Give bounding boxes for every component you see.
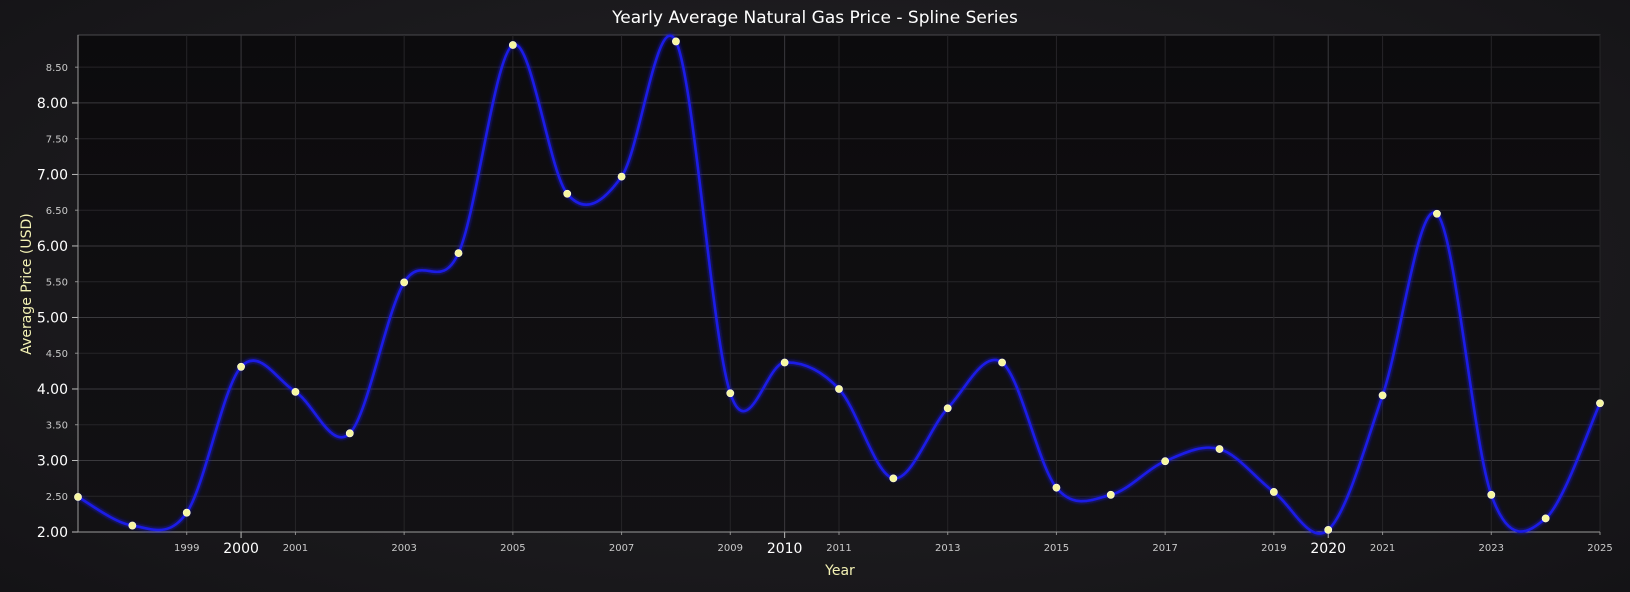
data-point bbox=[291, 387, 300, 396]
data-point bbox=[1541, 514, 1550, 523]
data-point bbox=[1106, 490, 1115, 499]
data-point bbox=[1378, 391, 1387, 400]
y-tick-label-minor: 6.50 bbox=[46, 206, 68, 217]
data-point bbox=[835, 385, 843, 393]
x-tick-label-minor: 2003 bbox=[391, 543, 416, 554]
y-tick-label-minor: 7.50 bbox=[46, 135, 68, 146]
x-axis-title: Year bbox=[824, 563, 855, 579]
data-point bbox=[1487, 490, 1496, 499]
x-tick-label-minor: 2005 bbox=[500, 543, 525, 554]
data-point bbox=[1433, 209, 1441, 218]
x-tick-label-minor: 2021 bbox=[1370, 543, 1395, 554]
data-point bbox=[1052, 483, 1061, 492]
data-point bbox=[1324, 525, 1333, 534]
x-tick-label-minor: 2009 bbox=[718, 543, 743, 554]
x-tick-label-minor: 2013 bbox=[935, 543, 960, 554]
y-tick-label-minor: 3.50 bbox=[46, 421, 68, 432]
data-point bbox=[726, 389, 735, 398]
data-point bbox=[780, 358, 789, 367]
y-axis-title: Average Price (USD) bbox=[19, 213, 35, 354]
x-tick-label-minor: 2025 bbox=[1587, 543, 1612, 554]
data-point bbox=[454, 249, 463, 258]
x-tick-label: 2020 bbox=[1310, 541, 1346, 557]
data-point bbox=[617, 172, 626, 181]
y-tick-label: 6.00 bbox=[37, 239, 68, 255]
data-point bbox=[74, 493, 82, 501]
data-point bbox=[508, 41, 517, 49]
y-tick-label: 4.00 bbox=[37, 382, 68, 398]
data-point bbox=[1215, 445, 1224, 453]
x-tick-label-minor: 2017 bbox=[1152, 543, 1177, 554]
data-point bbox=[672, 37, 680, 46]
data-point bbox=[1269, 488, 1278, 496]
y-tick-label-minor: 4.50 bbox=[46, 349, 68, 360]
y-tick-label: 2.00 bbox=[37, 525, 68, 541]
data-point bbox=[128, 521, 137, 530]
x-tick-label: 2010 bbox=[767, 541, 803, 557]
y-tick-label: 8.00 bbox=[37, 96, 68, 112]
data-point bbox=[345, 429, 354, 438]
data-point bbox=[998, 358, 1006, 367]
y-tick-label-minor: 5.50 bbox=[46, 278, 68, 289]
data-point bbox=[889, 474, 898, 483]
data-point bbox=[1161, 457, 1170, 466]
x-tick-label: 2000 bbox=[223, 541, 259, 557]
x-tick-label-minor: 2015 bbox=[1044, 543, 1069, 554]
marker-layer bbox=[74, 37, 1604, 534]
data-point bbox=[182, 508, 191, 517]
y-tick-label: 5.00 bbox=[37, 310, 68, 326]
x-tick-label-minor: 2023 bbox=[1479, 543, 1504, 554]
x-tick-label-minor: 2019 bbox=[1261, 543, 1286, 554]
y-tick-label: 7.00 bbox=[37, 167, 68, 183]
data-point bbox=[400, 278, 409, 287]
x-tick-label-minor: 2011 bbox=[826, 543, 851, 554]
data-point bbox=[943, 404, 952, 413]
x-tick-label-minor: 2007 bbox=[609, 543, 634, 554]
y-tick-label-minor: 8.50 bbox=[46, 63, 68, 74]
x-tick-label-minor: 1999 bbox=[174, 543, 199, 554]
data-point bbox=[1596, 399, 1604, 408]
data-point bbox=[237, 362, 245, 371]
data-point bbox=[563, 189, 572, 198]
y-tick-label-minor: 2.50 bbox=[46, 492, 68, 503]
x-tick-label-minor: 2001 bbox=[283, 543, 308, 554]
axes: 2.00 3.00 4.00 5.00 6.00 7.00 8.00 2.50 3.50 4.50… bbox=[37, 35, 1613, 557]
chart-title: Yearly Average Natural Gas Price - Splin… bbox=[611, 8, 1018, 28]
y-tick-label: 3.00 bbox=[37, 453, 68, 469]
